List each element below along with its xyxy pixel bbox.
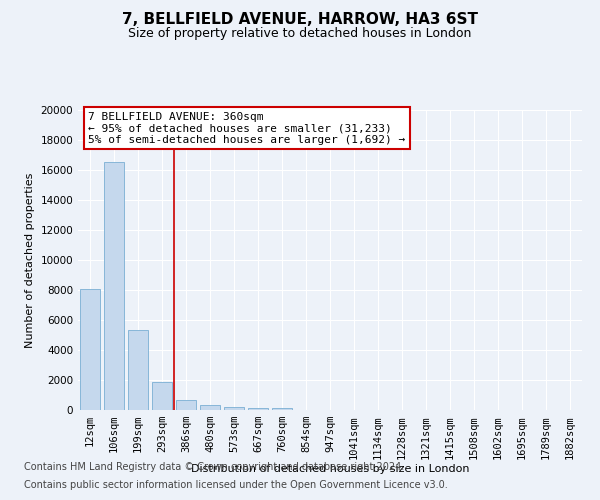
Text: Contains HM Land Registry data © Crown copyright and database right 2024.: Contains HM Land Registry data © Crown c… — [24, 462, 404, 472]
Text: 7 BELLFIELD AVENUE: 360sqm
← 95% of detached houses are smaller (31,233)
5% of s: 7 BELLFIELD AVENUE: 360sqm ← 95% of deta… — [88, 112, 406, 144]
Y-axis label: Number of detached properties: Number of detached properties — [25, 172, 35, 348]
Bar — [128, 330, 148, 410]
Text: Size of property relative to detached houses in London: Size of property relative to detached ho… — [128, 28, 472, 40]
Bar — [152, 382, 172, 410]
Text: 7, BELLFIELD AVENUE, HARROW, HA3 6ST: 7, BELLFIELD AVENUE, HARROW, HA3 6ST — [122, 12, 478, 28]
Bar — [104, 162, 124, 410]
Bar — [176, 400, 196, 410]
Bar — [248, 408, 268, 410]
Text: Contains public sector information licensed under the Open Government Licence v3: Contains public sector information licen… — [24, 480, 448, 490]
Bar — [200, 405, 220, 410]
Bar — [80, 289, 100, 410]
Bar — [224, 406, 244, 410]
X-axis label: Distribution of detached houses by size in London: Distribution of detached houses by size … — [191, 464, 469, 474]
Bar — [272, 408, 292, 410]
